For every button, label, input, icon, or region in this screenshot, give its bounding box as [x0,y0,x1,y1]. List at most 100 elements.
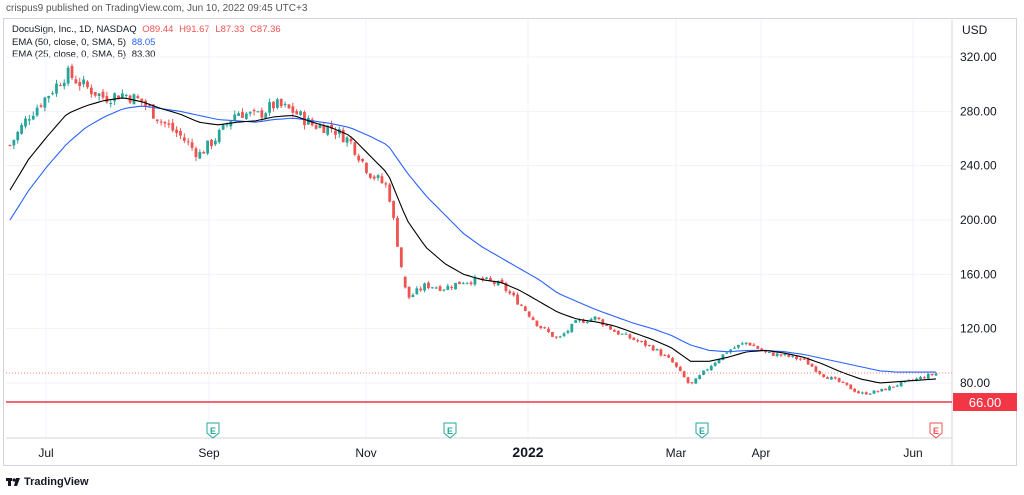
candle-body [388,184,392,202]
candle-body [299,111,302,116]
candle-body [248,112,252,114]
candle-body [523,306,527,311]
candle-body [314,125,318,129]
candle-body [206,140,209,154]
candle-body [636,340,640,342]
legend-open: O89.44 [142,24,174,35]
x-tick-label: Nov [355,446,376,460]
candle-body [264,113,268,119]
candle-body [562,333,566,336]
candle-body [194,148,198,158]
support-price-tag [953,393,1017,412]
legend-close: C87.36 [250,24,281,35]
earnings-marker[interactable] [695,422,709,439]
x-tick-label: 2022 [512,444,543,460]
candle-body [647,345,651,347]
earnings-marker-label: E [210,426,216,436]
candle-body [357,155,361,161]
candle-body [101,91,105,98]
candle-body [628,334,632,339]
y-tick-label: 240.00 [960,159,997,173]
candle-body [55,83,58,94]
candle-body [326,125,330,135]
candle-body [845,382,849,385]
ema50-line [9,105,936,373]
candle-body [702,370,705,375]
legend-ema50-value: 88.05 [131,37,156,48]
candle-body [841,381,845,383]
candle-body [24,118,27,127]
candle-body [12,139,16,146]
candle-body [837,377,841,382]
candle-body [66,67,70,84]
x-tick-label: Jun [903,446,922,460]
y-tick-label: 200.00 [960,213,997,227]
candle-body [186,141,190,143]
candle-body [171,122,175,131]
candle-body [8,145,12,147]
publisher-info: crispus9 published on TradingView.com, J… [6,3,308,14]
candle-body [613,329,616,332]
y-tick-label: 280.00 [960,104,997,118]
candle-body [210,139,213,147]
candle-body [520,304,523,306]
candle-body [853,388,857,392]
earnings-marker[interactable] [206,422,220,439]
candle-body [140,98,144,102]
candle-body [620,333,624,335]
candle-body [725,352,729,354]
candle-body [275,99,279,108]
tradingview-brand[interactable]: TradingView [24,476,89,488]
candle-body [876,391,880,393]
candle-body [915,378,919,381]
candle-body [78,81,82,86]
candle-body [268,102,271,113]
price-chart[interactable]: 320.00 280.00 240.00 200.00 160.00 120.00 80.0… [0,0,1024,470]
candle-body [706,369,709,371]
candle-body [775,353,779,356]
support-price-label: 66.00 [969,395,1002,410]
candle-body [241,112,244,118]
legend-ema50-label: EMA (50, close, 0, SMA, 5) [12,37,127,48]
candle-body [233,114,237,121]
candle-body [566,330,570,333]
candle-body [256,111,260,113]
candle-body [148,105,151,107]
candle-body [655,349,659,351]
candle-body [570,323,574,332]
candle-body [43,97,47,108]
candle-body [752,344,756,347]
candle-body [411,294,415,298]
candle-body [512,292,516,296]
candle-body [616,330,620,335]
candle-body [624,333,628,335]
candle-body [349,138,353,142]
candle-body [396,217,399,247]
candle-body [163,121,167,124]
earnings-marker[interactable] [929,422,943,439]
candle-body [737,344,740,348]
candle-body [729,349,733,353]
x-tick-label: Jul [38,446,53,460]
earnings-marker[interactable] [443,422,457,439]
candle-body [458,281,461,285]
candle-body [651,345,655,351]
candle-body [39,105,43,107]
candle-body [229,121,233,127]
candle-body [605,325,609,327]
candle-body [58,84,62,86]
candle-body [771,352,775,356]
legend-low: L87.33 [215,24,245,35]
candle-body [667,355,671,358]
candle-body [489,278,492,281]
candle-body [926,374,930,379]
candle-body [392,201,395,218]
candle-body [899,381,903,387]
candle-body [225,124,229,126]
candle-body [574,320,578,323]
candle-body [372,176,376,179]
candle-body [27,119,31,121]
candle-body [427,282,430,288]
candle-body [934,373,938,376]
candle-body [117,95,120,100]
